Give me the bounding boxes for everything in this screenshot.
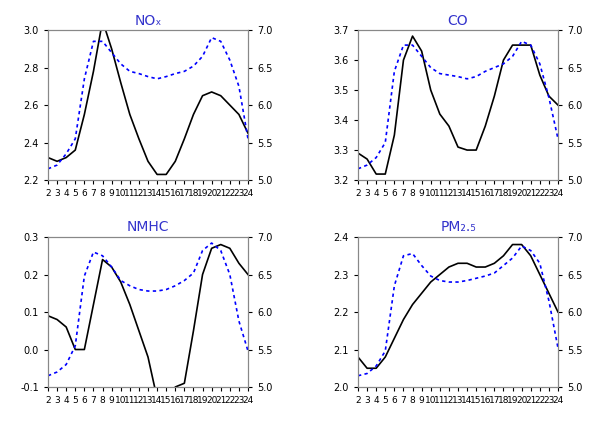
Title: NOₓ: NOₓ: [134, 13, 161, 28]
Title: CO: CO: [448, 13, 469, 28]
Title: NMHC: NMHC: [127, 221, 169, 234]
Title: PM₂.₅: PM₂.₅: [440, 221, 476, 234]
